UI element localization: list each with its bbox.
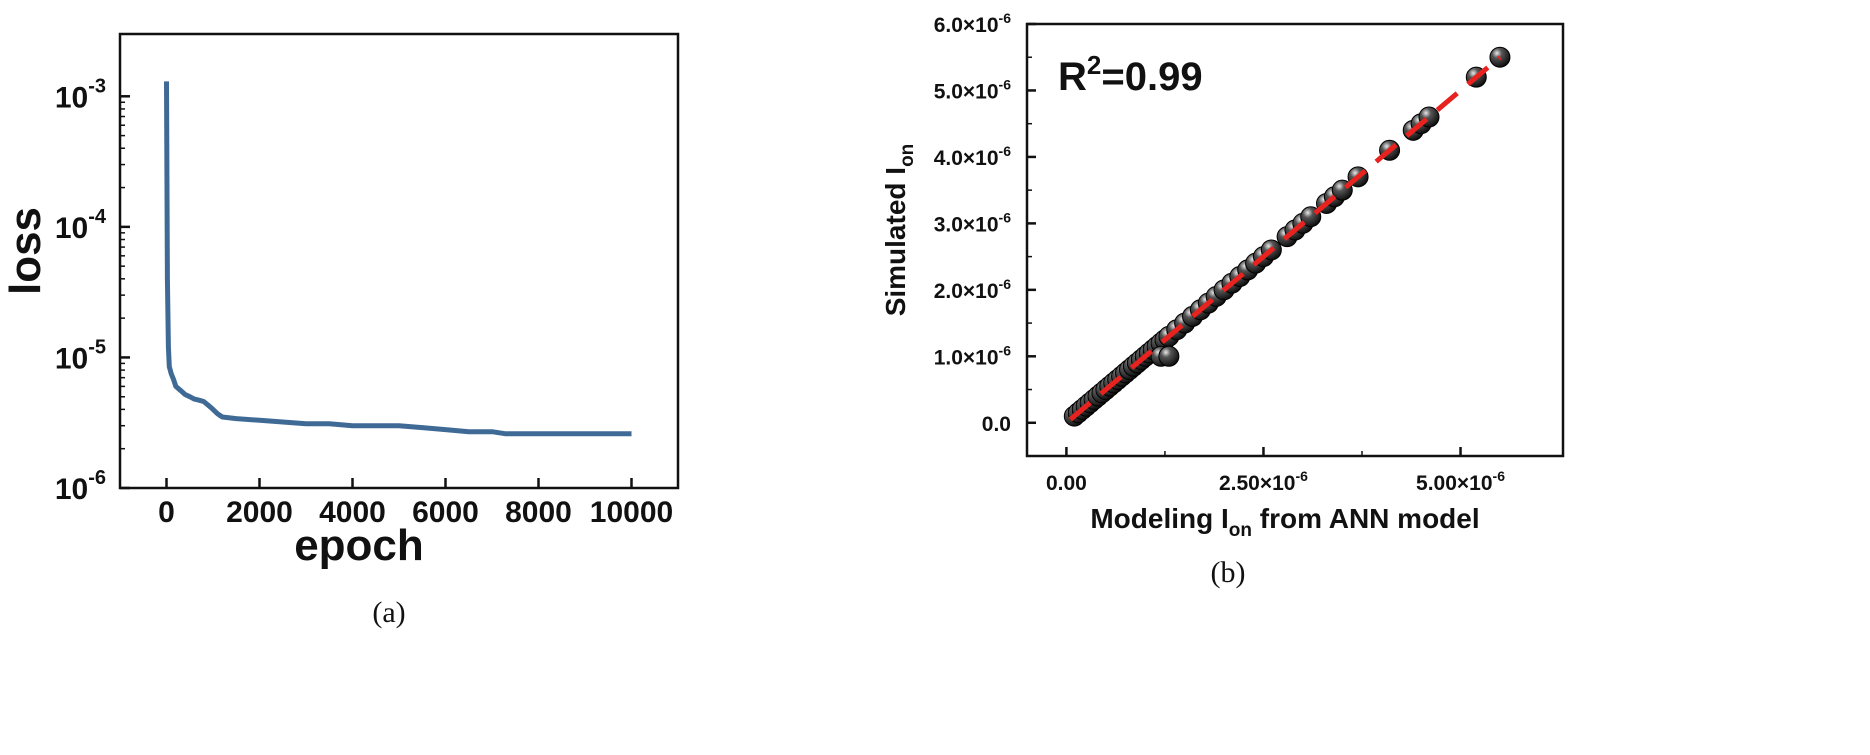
panel-a-caption: (a) — [372, 596, 405, 629]
loss-x-tick-label: 2000 — [226, 496, 293, 529]
ion-scatter-point — [1489, 46, 1511, 68]
loss-chart-x-axis-title: epoch — [294, 521, 424, 570]
ion-scatter-x-tick-labels: 0.00 2.50×10-6 5.00×10-6 — [1046, 468, 1505, 495]
r-squared-superscript: 2 — [1087, 50, 1101, 80]
loss-y-tick-label: 10-4 — [55, 206, 107, 245]
ion-y-tick-label: 4.0×10-6 — [934, 143, 1011, 170]
ion-y-tick-label: 1.0×10-6 — [934, 342, 1011, 369]
y-axis-title-subscript: on — [897, 144, 918, 167]
x-axis-title-subscript: on — [1229, 520, 1252, 541]
loss-y-tick-label: 10-6 — [55, 467, 106, 506]
ion-fit-line — [1068, 55, 1502, 422]
loss-y-tick-label: 10-5 — [55, 336, 106, 375]
loss-x-tick-label: 0 — [158, 496, 175, 529]
ion-y-tick-label: 6.0×10-6 — [934, 10, 1011, 37]
ion-scatter-x-axis-title: Modeling Ion from ANN model — [1090, 503, 1479, 541]
ion-x-tick-label: 2.50×10-6 — [1219, 468, 1308, 495]
r-squared-annotation: R2=0.99 — [1058, 50, 1203, 99]
loss-x-tick-label: 4000 — [319, 496, 386, 529]
ion-y-tick-label: 2.0×10-6 — [934, 276, 1011, 303]
y-axis-title-main: Simulated I — [880, 167, 911, 316]
ion-x-tick-label: 5.00×10-6 — [1416, 468, 1505, 495]
loss-chart-y-axis-title: loss — [1, 207, 50, 295]
ion-x-tick-label: 0.00 — [1046, 472, 1087, 495]
ion-y-tick-label: 5.0×10-6 — [934, 76, 1011, 103]
ion-y-tick-label: 0.0 — [982, 413, 1011, 436]
loss-chart-y-tick-labels: 10-3 10-4 10-5 10-6 — [55, 75, 107, 506]
loss-y-tick-label: 10-3 — [55, 75, 106, 114]
ion-scatter-panel: 0.00 2.50×10-6 5.00×10-6 0.0 1.0×10-6 2.0×10… — [880, 10, 1565, 541]
ion-scatter-plot-frame — [1025, 22, 1565, 458]
r-squared-value: =0.99 — [1101, 55, 1202, 99]
r-squared-r: R — [1058, 55, 1087, 99]
panel-b-caption: (b) — [1211, 556, 1246, 589]
loss-chart-x-tick-labels: 0 2000 4000 6000 8000 10000 — [158, 496, 673, 529]
loss-x-tick-label: 10000 — [590, 496, 673, 529]
loss-x-tick-label: 6000 — [412, 496, 479, 529]
loss-curve-line — [164, 81, 632, 437]
ion-scatter-point — [1158, 345, 1180, 367]
loss-chart-plot-frame — [118, 32, 680, 490]
loss-chart-ticks — [120, 95, 633, 490]
x-axis-title-main: Modeling I — [1090, 503, 1228, 534]
x-axis-title-rest: from ANN model — [1252, 503, 1480, 534]
ion-y-tick-label: 3.0×10-6 — [934, 209, 1011, 236]
loss-chart-panel: 0 2000 4000 6000 8000 10000 10-310-410-510-6 … — [1, 32, 680, 570]
loss-x-tick-label: 8000 — [505, 496, 572, 529]
ion-scatter-y-axis-title: Simulated Ion — [880, 144, 918, 317]
ion-scatter-y-tick-labels: 0.0 1.0×10-6 2.0×10-6 3.0×10-6 4.0×10-6 5.0×1… — [934, 10, 1011, 436]
